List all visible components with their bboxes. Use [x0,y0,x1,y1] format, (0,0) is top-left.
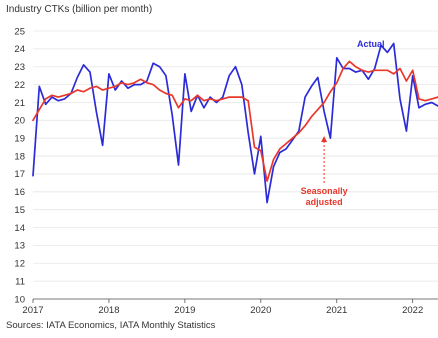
x-tick-label: 2018 [98,305,119,316]
x-tick-label: 2021 [326,305,347,316]
x-tick-label: 2020 [250,305,271,316]
x-tick-labels: 2017 2018 2019 2020 2021 2022 [22,305,423,316]
x-tick-label: 2019 [174,305,195,316]
axes [32,298,438,303]
grid-lines [33,30,438,300]
y-tick-label: 25 [14,26,25,37]
y-tick-label: 21 [14,98,25,109]
y-tick-label: 17 [14,169,25,180]
y-tick-label: 22 [14,80,25,91]
y-tick-label: 12 [14,259,25,270]
y-tick-label: 20 [14,116,25,127]
x-tick-label: 2017 [22,305,43,316]
y-tick-labels: 10 11 12 13 14 15 16 17 18 19 20 21 22 23 24 25 [14,26,25,305]
y-tick-label: 14 [14,223,25,234]
y-tick-label: 13 [14,241,25,252]
annotation-arrow-head [321,136,328,142]
y-tick-label: 18 [14,151,25,162]
y-tick-label: 10 [14,294,25,305]
y-tick-label: 19 [14,134,25,145]
x-tick-label: 2022 [402,305,423,316]
y-tick-label: 24 [14,44,25,55]
series-line-seasonally-adjusted [32,60,438,182]
series-line-actual [32,42,438,204]
source-note: Sources: IATA Economics, IATA Monthly St… [6,320,216,331]
annotation-seasonally-adjusted: Seasonally [301,186,348,196]
y-tick-label: 16 [14,187,25,198]
annotation-actual: Actual [357,39,385,49]
y-tick-label: 23 [14,62,25,73]
annotation-seasonally-adjusted: adjusted [306,197,343,207]
series-lines [32,42,438,204]
chart-title: Industry CTKs (billion per month) [6,4,153,15]
y-tick-label: 11 [15,276,25,287]
y-tick-label: 15 [14,205,25,216]
